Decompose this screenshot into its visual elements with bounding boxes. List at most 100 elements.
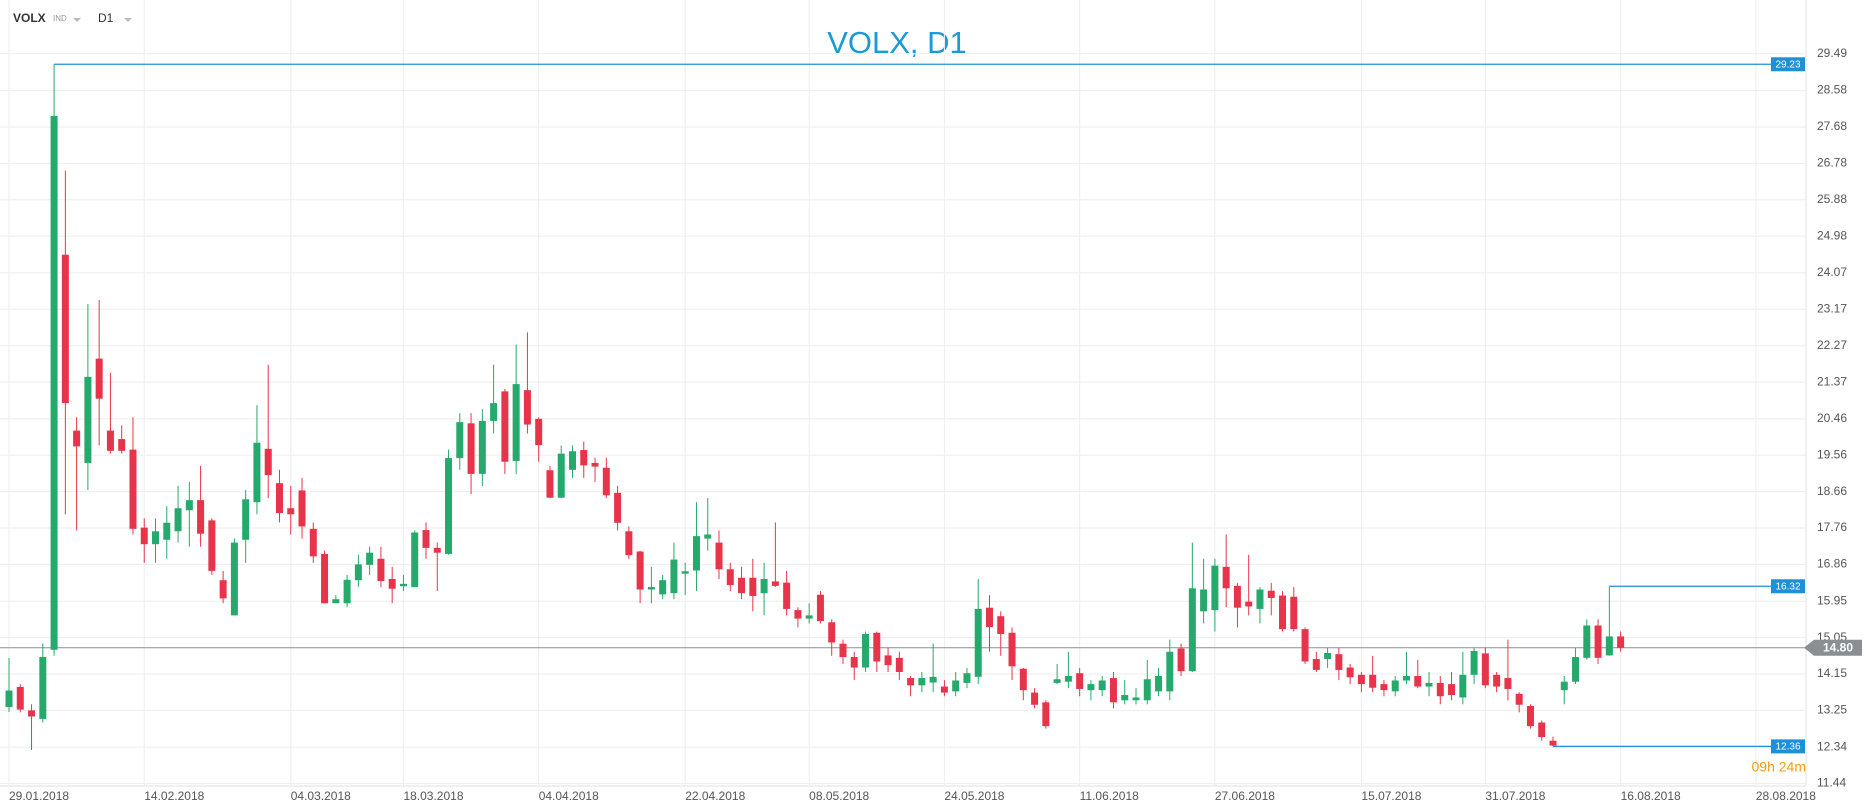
y-tick-label: 18.66	[1817, 484, 1847, 498]
x-tick-label: 31.07.2018	[1485, 789, 1545, 803]
candle-body	[1357, 674, 1365, 685]
candle-body	[1087, 684, 1095, 691]
candle-body	[952, 680, 960, 692]
candle-body	[1470, 650, 1478, 675]
y-tick-label: 14.15	[1817, 666, 1847, 680]
candle-body	[591, 462, 599, 467]
y-tick-label: 15.95	[1817, 593, 1847, 607]
x-tick-label: 18.03.2018	[403, 789, 463, 803]
candle-body	[1245, 601, 1253, 607]
candle-body	[512, 384, 520, 461]
candle-body	[1448, 684, 1456, 696]
x-tick-label: 24.05.2018	[944, 789, 1004, 803]
candle-body	[1402, 676, 1410, 681]
dropdown-arrow[interactable]	[73, 18, 81, 22]
candle-body	[5, 690, 13, 708]
candle-body	[974, 608, 982, 677]
candle-body	[1019, 668, 1027, 691]
price-label: 12.36	[1775, 742, 1800, 753]
timeframe[interactable]: D1	[98, 11, 114, 25]
candle-body	[1290, 596, 1298, 630]
candle-body	[1346, 667, 1354, 678]
candle-body	[1425, 682, 1433, 687]
candle-body	[1493, 674, 1501, 687]
candles	[5, 64, 1625, 751]
candle-body	[1132, 697, 1140, 701]
candle-body	[535, 418, 543, 446]
candle-body	[715, 542, 723, 570]
candle-body	[1515, 693, 1523, 705]
x-tick-label: 27.06.2018	[1215, 789, 1275, 803]
candle-body	[1324, 652, 1332, 660]
candle-body	[647, 587, 655, 590]
candle-body	[1538, 722, 1546, 738]
candle-body	[332, 599, 340, 604]
candle-body	[230, 542, 238, 616]
candle-body	[1560, 681, 1568, 691]
candle-body	[1031, 692, 1039, 705]
candle-body	[467, 423, 475, 474]
x-tick-label: 11.06.2018	[1080, 789, 1139, 803]
candle-body	[704, 534, 712, 539]
candle-body	[1211, 565, 1219, 611]
candle-body	[805, 615, 813, 619]
candle-body	[816, 594, 824, 622]
x-tick-label: 04.03.2018	[291, 789, 351, 803]
price-label-box	[1771, 739, 1805, 754]
candle-body	[197, 500, 205, 534]
candle-body	[907, 678, 915, 686]
x-tick-label: 08.05.2018	[809, 789, 869, 803]
x-tick-label: 16.08.2018	[1621, 789, 1681, 803]
candle-body	[918, 678, 926, 686]
y-tick-label: 25.88	[1817, 192, 1847, 206]
candle-body	[862, 633, 870, 668]
candle-body	[129, 449, 137, 529]
candle-body	[354, 564, 362, 581]
candle-body	[1605, 636, 1613, 656]
candle-body	[1279, 595, 1287, 630]
candle-body	[73, 430, 81, 447]
x-tick-label: 29.01.2018	[9, 789, 69, 803]
candle-body	[50, 116, 58, 650]
candle-body	[1617, 636, 1625, 648]
y-tick-label: 12.34	[1817, 739, 1847, 753]
candle-body	[1369, 674, 1377, 688]
candle-body	[1526, 705, 1534, 727]
candle-body	[1312, 659, 1320, 670]
candle-body	[1459, 674, 1467, 698]
candle-body	[1414, 676, 1422, 687]
candle-body	[1200, 589, 1208, 612]
x-tick-label: 04.04.2018	[539, 789, 599, 803]
candle-body	[411, 532, 419, 588]
price-label: 16.32	[1775, 581, 1800, 592]
candle-body	[309, 528, 317, 557]
candle-body	[726, 569, 734, 586]
y-tick-label: 24.07	[1817, 265, 1847, 279]
candle-body	[39, 657, 47, 719]
candle-body	[625, 531, 633, 556]
candle-body	[275, 483, 283, 514]
candle-body	[1391, 680, 1399, 692]
candle-body	[366, 552, 374, 565]
y-tick-label: 16.86	[1817, 557, 1847, 571]
candle-body	[106, 430, 114, 451]
candle-body	[152, 531, 160, 545]
candle-body	[569, 451, 576, 470]
candle-body	[1053, 679, 1061, 683]
candle-body	[997, 616, 1005, 634]
countdown: 09h 24m	[1752, 759, 1806, 775]
y-tick-label: 29.49	[1817, 46, 1847, 60]
candle-body	[1222, 566, 1230, 589]
dropdown-arrow[interactable]	[124, 18, 132, 22]
y-tick-label: 19.56	[1817, 447, 1847, 461]
candle-body	[1188, 588, 1196, 672]
current-price-tag	[1804, 639, 1862, 656]
candle-body	[456, 422, 464, 459]
price-label: 29.23	[1775, 59, 1800, 70]
candle-body	[490, 403, 498, 421]
candle-body	[794, 610, 802, 619]
symbol[interactable]: VOLX	[13, 11, 46, 25]
candle-body	[377, 558, 385, 582]
